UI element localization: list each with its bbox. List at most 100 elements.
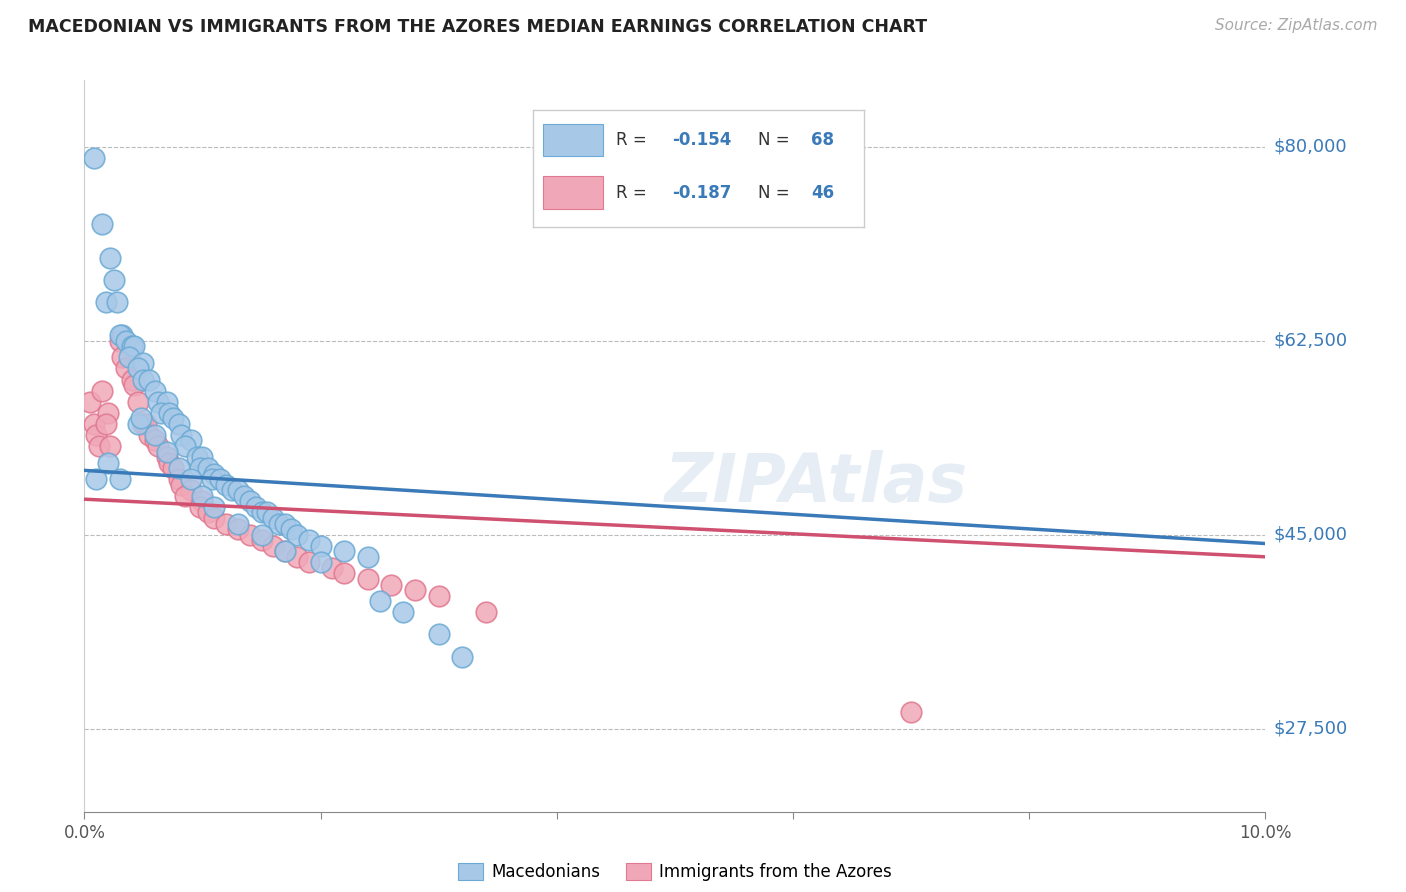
Point [167,472,190,486]
Point [121,372,143,386]
Point [84,472,107,486]
Point [357,572,380,586]
Point [122,339,145,353]
Point [451,649,474,664]
Point [156,450,179,464]
Text: $27,500: $27,500 [1274,720,1348,738]
Point [129,411,152,425]
Point [256,506,278,520]
Point [143,434,166,448]
Point [202,511,225,525]
Point [132,356,155,370]
Point [202,500,225,514]
Point [111,328,134,343]
Point [250,506,273,520]
Point [226,516,249,531]
Point [108,334,131,348]
Point [97,456,120,470]
Point [188,500,211,514]
Point [280,522,302,536]
Point [215,516,238,531]
Point [475,605,498,619]
Point [285,549,308,564]
Point [321,561,343,575]
Point [298,533,321,548]
Text: MACEDONIAN VS IMMIGRANTS FROM THE AZORES MEDIAN EARNINGS CORRELATION CHART: MACEDONIAN VS IMMIGRANTS FROM THE AZORES… [28,18,927,36]
Point [97,406,120,420]
Point [111,351,134,365]
Point [239,494,262,508]
Point [83,417,105,431]
Point [250,533,273,548]
Point [262,511,284,525]
Point [94,294,117,309]
Point [167,417,190,431]
Point [127,417,149,431]
Point [114,334,136,348]
Point [427,627,450,641]
Point [380,577,402,591]
Point [170,428,193,442]
Point [180,472,202,486]
Point [143,428,166,442]
Point [132,372,155,386]
Point [173,489,195,503]
Point [132,417,155,431]
Text: ZIPAtlas: ZIPAtlas [665,450,969,516]
Point [83,151,105,165]
Point [333,566,356,581]
Point [191,450,214,464]
Point [91,384,114,398]
Point [98,251,121,265]
Point [262,539,284,553]
Point [285,527,308,541]
Point [197,506,219,520]
Point [197,461,219,475]
Text: $80,000: $80,000 [1274,137,1347,156]
Point [202,467,225,481]
Point [108,328,131,343]
Point [103,273,125,287]
Point [269,516,291,531]
Point [368,594,391,608]
Point [173,439,195,453]
Point [221,483,243,498]
Point [180,434,202,448]
Point [298,555,321,569]
Text: $62,500: $62,500 [1274,332,1348,350]
Point [121,339,143,353]
Point [215,477,238,491]
Point [309,539,332,553]
Point [357,549,380,564]
Point [143,384,166,398]
Point [91,218,114,232]
Point [127,361,149,376]
Point [122,378,145,392]
Point [146,394,169,409]
Point [156,394,179,409]
Point [245,500,267,514]
Point [157,406,180,420]
Point [162,461,184,475]
Point [118,351,141,365]
Point [201,472,224,486]
Point [146,439,169,453]
Point [98,439,121,453]
Point [84,428,107,442]
Point [191,494,214,508]
Point [226,522,249,536]
Point [427,589,450,603]
Point [392,605,415,619]
Point [108,472,131,486]
Point [87,439,110,453]
Point [274,544,297,558]
Point [135,417,157,431]
Point [138,372,160,386]
Point [170,477,193,491]
Point [180,483,202,498]
Point [191,489,214,503]
Point [138,428,160,442]
Point [404,583,426,598]
Legend: Macedonians, Immigrants from the Azores: Macedonians, Immigrants from the Azores [451,856,898,888]
Point [107,294,129,309]
